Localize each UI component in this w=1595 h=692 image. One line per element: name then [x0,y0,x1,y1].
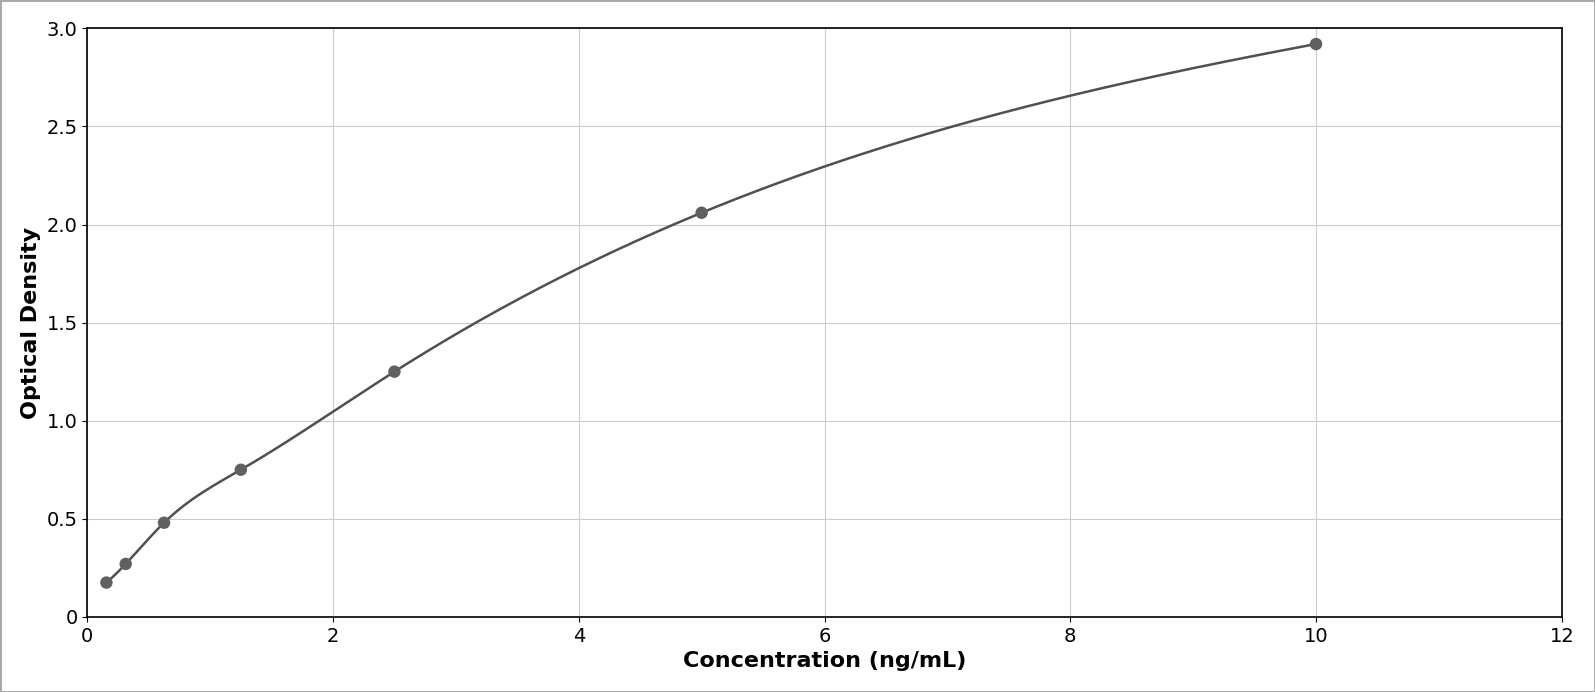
Point [1303,39,1329,50]
Y-axis label: Optical Density: Optical Density [21,226,41,419]
Point [689,207,715,218]
Point [228,464,254,475]
X-axis label: Concentration (ng/mL): Concentration (ng/mL) [683,651,967,671]
Point [94,577,120,588]
Point [381,366,407,377]
Point [152,517,177,528]
Point [113,558,139,570]
